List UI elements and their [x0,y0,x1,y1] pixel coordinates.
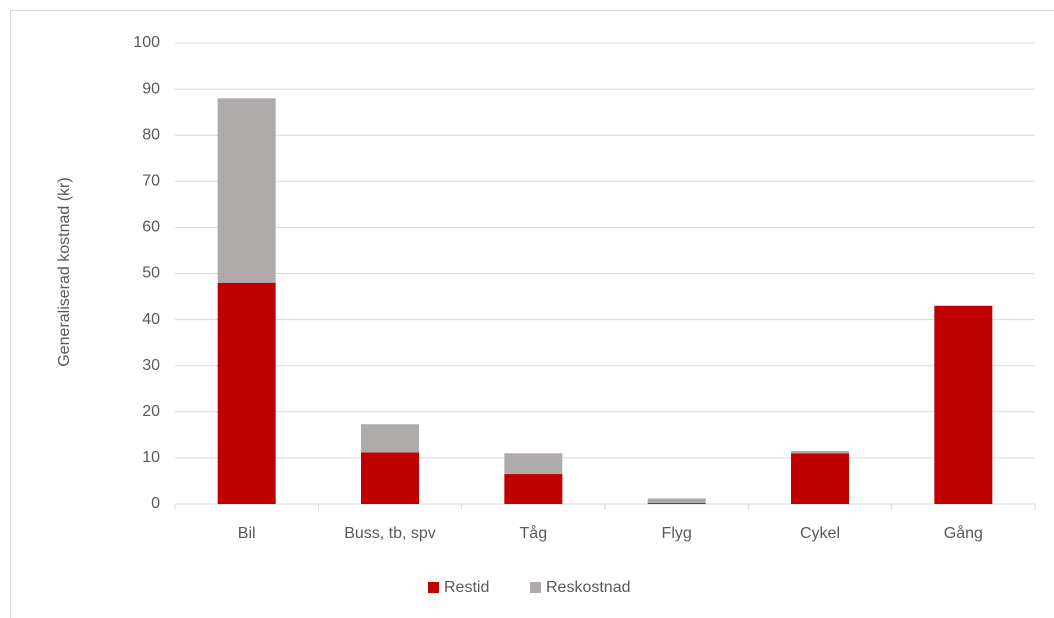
bar-segment [791,450,849,454]
bar-segment [504,453,563,475]
chart-frame [10,10,1054,618]
bar-segment [504,474,563,504]
y-tick-label: 10 [142,449,160,466]
bar-segment [791,453,849,504]
x-tick-label: Gång [944,524,983,542]
y-tick-label: 20 [142,403,160,420]
y-tick-label: 0 [151,495,160,512]
legend-label: Reskostnad [546,579,631,596]
x-tick-label: Bil [238,525,256,542]
legend-swatch [530,582,541,593]
x-tick-label: Flyg [662,525,692,542]
y-tick-label: 80 [142,126,160,143]
bar-segment [934,305,993,504]
x-tick-label: Cykel [800,525,840,542]
x-tick-label: Buss, tb, spv [344,525,436,542]
bar-segment [361,452,419,504]
y-tick-label: 40 [142,311,160,328]
bar-segment [361,424,419,453]
bar-segment [647,503,706,504]
legend-label: Restid [444,579,489,596]
bar-segment [217,98,276,283]
y-tick-label: 50 [142,265,160,282]
y-tick-label: 100 [133,34,160,51]
legend-swatch [428,582,439,593]
y-tick-label: 60 [142,219,160,236]
y-tick-label: 30 [142,357,160,374]
bar-segment [647,498,706,504]
y-axis-label: Generaliserad kostnad (kr) [56,177,73,366]
y-tick-label: 70 [142,173,160,190]
bar-segment [217,282,276,504]
y-tick-label: 90 [142,80,160,97]
x-tick-label: Tåg [520,524,548,542]
